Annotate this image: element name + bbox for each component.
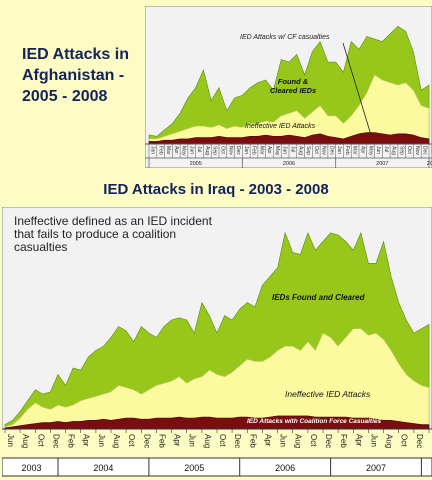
iraq-month-label: Aug — [294, 434, 303, 448]
iraq-series-cf-area — [4, 415, 430, 430]
afg-month-label: Feb — [157, 146, 163, 155]
iraq-month-label: Oct — [127, 434, 136, 447]
afghanistan-chart-title: IED Attacks in Afghanistan - 2005 - 2008 — [22, 46, 129, 105]
afg-month-label: Dec — [328, 146, 334, 155]
iraq-year-label: 2006 — [275, 463, 295, 473]
iraq-month-label: Feb — [67, 434, 76, 448]
afg-year-label: 2008 — [427, 161, 432, 167]
afg-month-label: Oct — [220, 146, 226, 154]
afg-month-label: Oct — [406, 146, 412, 154]
iraq-month-label: Aug — [203, 434, 212, 448]
afg-month-label: Jun — [375, 146, 381, 154]
afg-month-label: Nov — [414, 146, 420, 155]
iraq-month-label: Oct — [218, 434, 227, 447]
afg-month-label: Dec — [235, 146, 241, 155]
afg-month-label: Apr — [266, 146, 272, 154]
iraq-month-label: Jan — [430, 434, 432, 447]
iraq-month-label: Dec — [233, 434, 242, 448]
afg-month-label: Jun — [282, 146, 288, 154]
iraq-month-label: Feb — [339, 434, 348, 448]
afg-month-label: Jul — [196, 146, 202, 152]
iraq-month-label: Feb — [248, 434, 257, 448]
afg-month-label: Mar — [258, 146, 264, 155]
iraq-month-label: Oct — [309, 434, 318, 447]
iraq-month-label: Aug — [112, 434, 121, 448]
afg-month-label: Jul — [290, 146, 296, 152]
afg-month-label: Sep — [305, 146, 311, 155]
afg-month-label: May — [367, 146, 373, 156]
afg-annotation-cf-pointer — [342, 42, 372, 136]
afg-month-label: Oct — [313, 146, 319, 154]
afg-annotation-ineffective: Ineffective IED Attacks — [245, 123, 316, 130]
afg-month-label: Mar — [165, 146, 171, 155]
afg-month-label: Feb — [251, 146, 257, 155]
iraq-annotation-cf: IED Attacks with Coalition Force Casualt… — [247, 418, 382, 425]
iraq-year-label: 2005 — [184, 463, 204, 473]
iraq-month-label: Dec — [415, 434, 424, 448]
iraq-annotation-ineffective: Ineffective IED Attacks — [285, 389, 371, 399]
afg-month-label: Apr — [360, 146, 366, 154]
iraq-month-label: Dec — [142, 434, 151, 448]
iraq-series-ineffective-area — [4, 328, 430, 430]
afg-month-label: Aug — [391, 146, 397, 155]
afg-month-label: Jan — [150, 146, 156, 154]
iraq-annotation-found: IEDs Found and Cleared — [272, 293, 366, 302]
afg-series-ineffective-area — [148, 74, 430, 145]
iraq-year-label: 2004 — [93, 463, 113, 473]
afg-month-label: Nov — [227, 146, 233, 155]
afg-month-label: May — [274, 146, 280, 156]
iraq-month-label: Jun — [188, 434, 197, 447]
iraq-month-label: Oct — [36, 434, 45, 447]
iraq-month-label: Apr — [354, 434, 363, 447]
iraq-area-chart: Jun Aug Oct Dec Feb Apr Jun Aug Oct Dec Feb Apr Jun A… — [2, 207, 432, 477]
iraq-year-band — [2, 457, 432, 477]
afg-month-label: Feb — [344, 146, 350, 155]
afg-month-label: Mar — [352, 146, 358, 155]
iraq-month-label: Apr — [173, 434, 182, 447]
iraq-month-label: Dec — [51, 434, 60, 448]
afg-month-label: May — [181, 146, 187, 156]
afg-month-label: Aug — [297, 146, 303, 155]
iraq-month-label: Jun — [279, 434, 288, 447]
afg-annotation-found-line2: Cleared IEDs — [270, 86, 316, 95]
afg-month-label: Apr — [173, 146, 179, 154]
afg-month-label: Aug — [204, 146, 210, 155]
afg-month-label: Sep — [212, 146, 218, 155]
afg-month-label: Jan — [430, 146, 432, 154]
iraq-month-label: Aug — [21, 434, 30, 448]
iraq-month-label: Dec — [324, 434, 333, 448]
afg-month-label: Sep — [398, 146, 404, 155]
iraq-month-label: Feb — [157, 434, 166, 448]
afg-month-label: Jan — [336, 146, 342, 154]
iraq-month-label: Aug — [385, 434, 394, 448]
afg-month-label: Jun — [188, 146, 194, 154]
iraq-note-line1: Ineffective defined as an IED incident — [14, 214, 213, 228]
iraq-year-label: 2007 — [366, 463, 386, 473]
iraq-month-label: Apr — [82, 434, 91, 447]
afg-year-label: 2007 — [376, 161, 388, 167]
iraq-note-line3: casualties — [14, 240, 67, 254]
afg-month-label: Dec — [422, 146, 428, 155]
afg-month-label: Jan — [243, 146, 249, 154]
iraq-month-label: Oct — [400, 434, 409, 447]
iraq-month-label: Jun — [6, 434, 15, 447]
afg-year-label: 2006 — [283, 161, 295, 167]
iraq-month-label: Jun — [97, 434, 106, 447]
iraq-chart-title: IED Attacks in Iraq - 2003 - 2008 — [103, 181, 329, 198]
afg-annotation-cf: IED Attacks w/ CF casualties — [240, 34, 330, 41]
afg-series-cf-area — [148, 132, 430, 145]
iraq-year-label: 2003 — [21, 463, 41, 473]
afg-year-label: 2005 — [190, 161, 202, 167]
afg-month-label: Jul — [383, 146, 389, 152]
iraq-note-line2: that fails to produce a coalition — [14, 227, 176, 241]
afg-month-label: Nov — [321, 146, 327, 155]
iraq-month-label: Apr — [263, 434, 272, 447]
afg-annotation-found-line1: Found & — [278, 77, 308, 86]
iraq-month-label: Jun — [369, 434, 378, 447]
afghanistan-area-chart: Jan Feb Mar Apr May Jun Jul Aug Sep Oct Nov Dec Jan F… — [145, 6, 432, 168]
